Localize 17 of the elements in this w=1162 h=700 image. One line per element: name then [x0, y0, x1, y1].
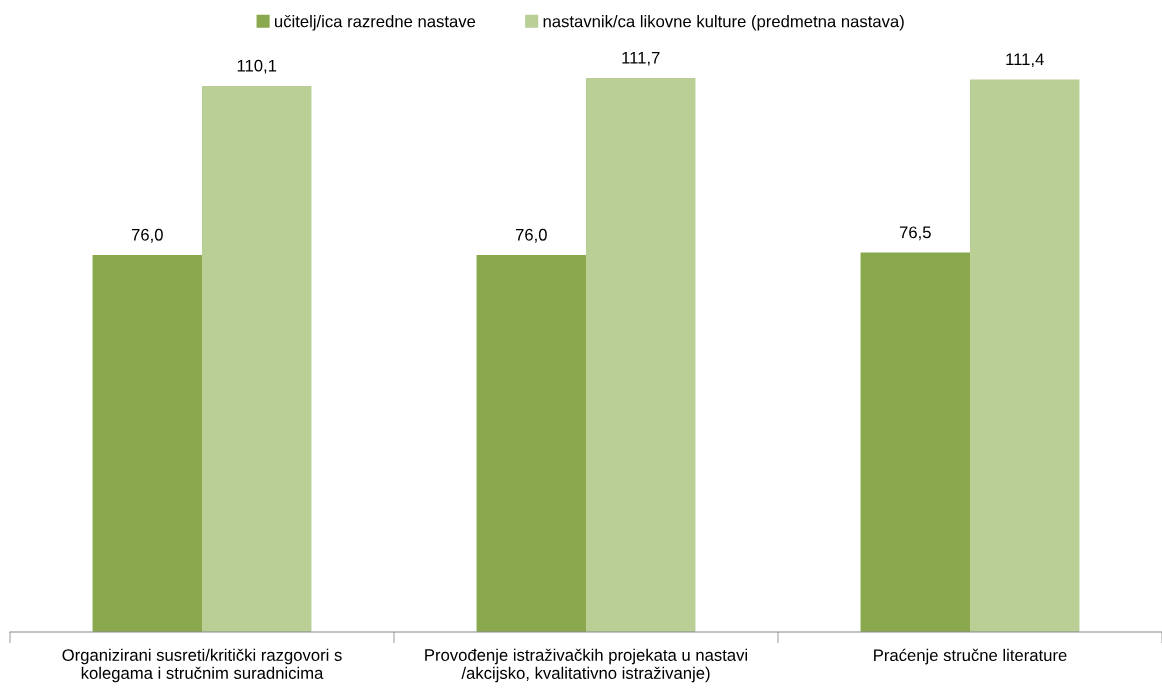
data-label: 76,0 [131, 228, 163, 243]
data-label: 76,5 [899, 226, 931, 241]
bar [970, 79, 1080, 632]
data-label: 110,1 [237, 59, 277, 74]
data-label: 111,7 [622, 51, 660, 66]
x-tick-label: Provođenje istraživačkih projekata u nastavi /akcijsko, kvalitativno istraživanje) [425, 648, 748, 683]
bar [202, 85, 312, 632]
bar [860, 252, 970, 632]
x-tick-label: Organizirani susreti/kritički razgovori s kolegama i stručnim suradnicima [62, 648, 342, 683]
legend-label: učitelj/ica razredne nastave [275, 15, 476, 31]
bar [586, 78, 696, 632]
data-label: 111,4 [1006, 53, 1044, 68]
legend-label: nastavnik/ca likovne kulture (predmetna nastava) [543, 15, 904, 31]
bar [476, 255, 586, 632]
x-tick-label: Praćenje stručne literature [874, 648, 1067, 665]
bar [92, 255, 202, 632]
data-label: 76,0 [515, 228, 547, 243]
